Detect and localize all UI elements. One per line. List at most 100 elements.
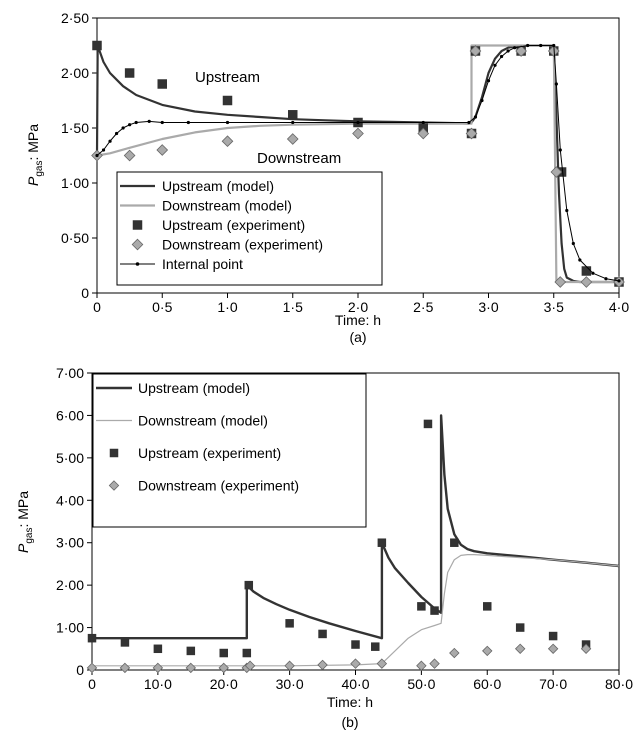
data-point-diamond: [550, 166, 563, 178]
legend-swatch-dot: [135, 262, 140, 266]
data-point-square: [120, 638, 130, 647]
data-point-square: [285, 619, 294, 628]
x-tick-label: 50·0: [407, 676, 435, 692]
data-point-dot: [513, 46, 517, 50]
data-point-dot: [225, 120, 230, 125]
chart-b: 0 1·00 2·00 3·00 4·00 5·00 6·00 7·00 0 10·0 20·0 3…: [15, 365, 633, 730]
data-point-dot: [128, 123, 132, 127]
data-point-diamond: [152, 662, 164, 674]
y-tick-label: 6·00: [56, 407, 84, 423]
legend-a: Upstream (model) Downstream (model) Upstre…: [116, 171, 383, 286]
y-tick-label: 1·50: [61, 120, 89, 136]
data-point-square: [242, 648, 252, 658]
legend-box-b: [92, 373, 367, 528]
data-point-dot: [186, 120, 190, 125]
data-point-dot: [539, 43, 543, 48]
legend-swatch-square: [132, 220, 143, 230]
x-axis-label-b: Time: h: [327, 694, 373, 710]
data-point-dot: [160, 120, 164, 125]
data-point-square: [124, 68, 135, 78]
data-point-dot: [480, 98, 484, 103]
data-point-diamond: [417, 127, 430, 140]
legend-box-a: [116, 171, 383, 286]
data-point-diamond: [580, 643, 592, 655]
x-tick-label: 60·0: [473, 676, 501, 692]
legend-label: Internal point: [162, 256, 243, 272]
data-point-dot: [499, 54, 504, 59]
x-tick-label: 80·0: [605, 676, 633, 692]
data-point-dot: [554, 82, 558, 86]
data-point-diamond: [86, 662, 98, 674]
series-upstream-model-line: [92, 414, 620, 640]
legend-swatch-diamond: [108, 480, 120, 491]
x-tick-label: 40·0: [341, 676, 369, 692]
x-tick-label: 0: [93, 299, 101, 315]
y-tick-label: 3·00: [56, 535, 84, 551]
data-point-diamond: [156, 144, 169, 156]
legend-label: Downstream (model): [162, 198, 292, 214]
data-point-dot: [526, 43, 530, 48]
data-point-diamond: [482, 645, 493, 657]
legend-label: Downstream (experiment): [162, 237, 323, 253]
data-point-square: [515, 623, 525, 632]
data-point-square: [430, 606, 439, 615]
legend-label: Downstream (model): [138, 413, 268, 429]
data-point-dot: [356, 120, 360, 125]
data-point-square: [87, 633, 97, 643]
data-point-dot: [121, 126, 125, 130]
data-point-dot: [147, 119, 151, 123]
data-point-dot: [558, 148, 562, 152]
legend-swatch-square: [109, 448, 119, 458]
x-tick-label: 0·5: [152, 299, 172, 315]
data-point-dot: [493, 63, 497, 67]
data-point-diamond: [547, 643, 559, 655]
y-label-main-a: P: [25, 176, 41, 186]
data-point-square: [219, 648, 228, 658]
y-label-sub-b: gas: [24, 528, 35, 544]
x-axis-b: 0 10·0 20·0 30·0 40·0 50·0 60·0 70·0 80·0: [88, 670, 633, 692]
data-point-square: [483, 602, 492, 611]
data-point-dot: [134, 120, 138, 125]
x-tick-label: 0: [88, 676, 96, 692]
y-axis-b: 0 1·00 2·00 3·00 4·00 5·00 6·00 7·00: [56, 365, 92, 678]
y-tick-label: 5·00: [56, 450, 84, 466]
data-point-diamond: [286, 133, 299, 145]
data-point-diamond: [554, 276, 567, 288]
data-point-square: [417, 602, 426, 611]
data-point-square: [351, 640, 360, 649]
chart-a: 0 0·50 1·00 1·50 2·00 2·50 0 0·5 1·0 1·5 2·0 2·5 3·…: [25, 10, 629, 345]
y-label-tail-a: : MPa: [25, 124, 41, 161]
data-point-diamond: [376, 658, 388, 669]
y-axis-label-a: Pgas: MPa: [25, 124, 45, 186]
data-point-square: [548, 631, 558, 641]
data-point-square: [450, 538, 459, 547]
x-tick-label: 1·5: [283, 299, 303, 315]
data-point-diamond: [449, 647, 460, 659]
data-point-dot: [591, 271, 595, 275]
y-tick-label: 0·50: [61, 230, 89, 246]
panel-label-a: (a): [349, 329, 366, 345]
data-point-square: [581, 266, 592, 276]
x-tick-label: 1·0: [217, 299, 237, 315]
data-point-diamond: [429, 658, 440, 669]
series-group-a: [91, 40, 625, 288]
legend-label: Upstream (experiment): [162, 217, 305, 233]
data-point-dot: [565, 208, 569, 213]
data-point-square: [92, 40, 102, 51]
data-point-diamond: [515, 45, 527, 57]
data-point-diamond: [350, 658, 361, 669]
data-point-dot: [578, 258, 582, 262]
data-point-diamond: [352, 127, 364, 140]
x-axis-a: 0 0·5 1·0 1·5 2·0 2·5 3·0 3·5 4·0: [93, 293, 629, 315]
data-point-diamond: [119, 662, 131, 674]
panel-label-b: (b): [341, 714, 358, 730]
y-tick-label: 2·00: [56, 577, 84, 593]
data-point-dot: [114, 131, 119, 136]
legend-label: Upstream (model): [138, 380, 250, 396]
data-point-diamond: [221, 135, 234, 148]
x-tick-label: 4·0: [609, 299, 629, 315]
annotation-downstream: Downstream: [257, 150, 341, 167]
data-point-square: [157, 79, 167, 89]
y-axis-label-b: Pgas: MPa: [15, 491, 35, 553]
